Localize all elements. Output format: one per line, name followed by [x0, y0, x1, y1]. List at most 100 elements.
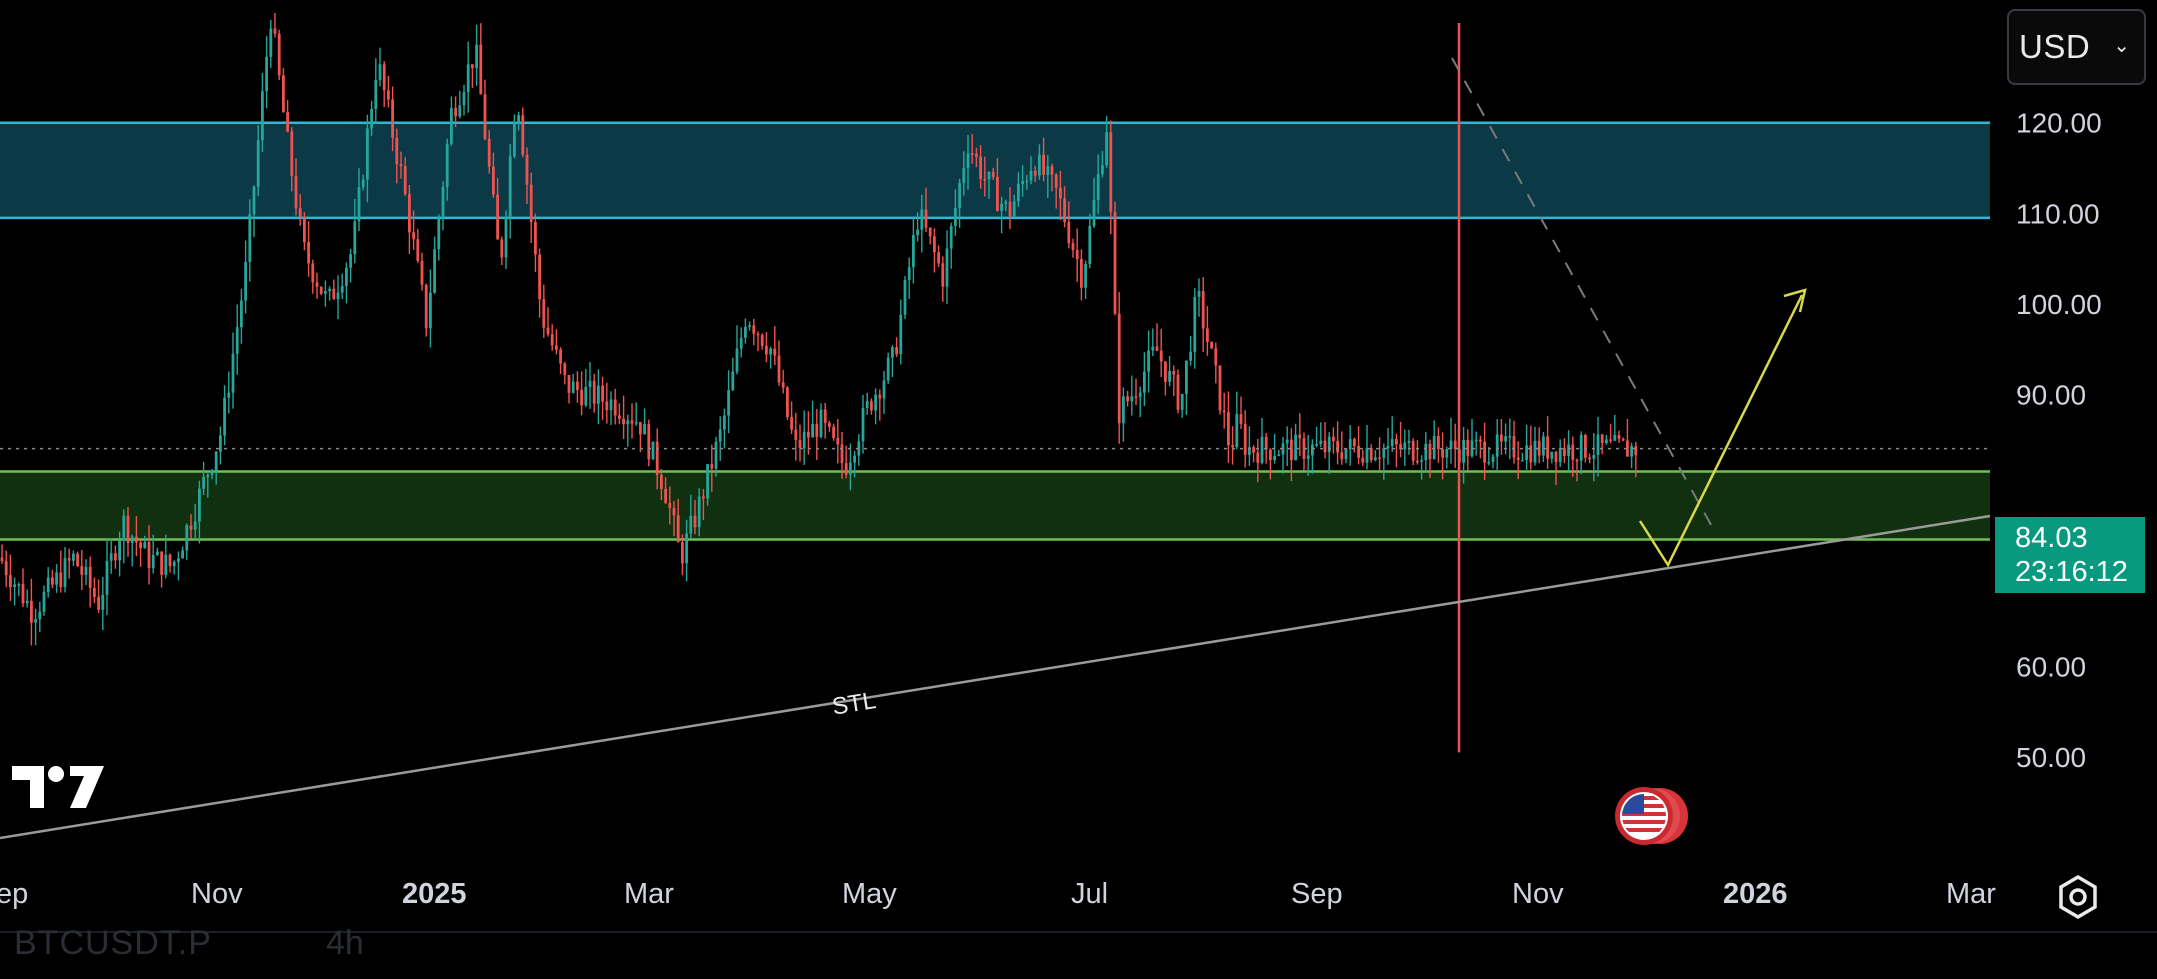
candle-body [185, 525, 189, 551]
candle-body [1096, 174, 1100, 200]
candle-body [1424, 443, 1428, 460]
candle-body [924, 209, 928, 228]
chart-settings-icon[interactable] [2054, 873, 2102, 921]
us-economic-event-icon[interactable] [1610, 783, 1696, 849]
candle-body [1550, 451, 1554, 459]
candle-body [1432, 436, 1436, 460]
candle-body [9, 575, 12, 588]
candle-body [1445, 449, 1449, 458]
candle-body [1558, 448, 1562, 462]
candle-body [1525, 445, 1528, 460]
candle-body [832, 426, 835, 439]
candle-body [1311, 444, 1314, 456]
candle-body [1294, 434, 1297, 461]
candle-body [324, 291, 327, 294]
candle-body [311, 263, 315, 283]
candle-body [1596, 434, 1600, 456]
symbol-label[interactable]: BTCUSDT.P [14, 924, 212, 962]
candle-body [1168, 370, 1171, 382]
candle-body [126, 515, 130, 543]
candle-body [286, 112, 289, 132]
candle-body [979, 156, 982, 180]
candle-body [349, 254, 352, 268]
candle-body [450, 107, 453, 144]
candle-body [1101, 165, 1104, 175]
candle-body [244, 261, 247, 301]
candle-body [118, 540, 121, 561]
candle-body [135, 536, 138, 543]
candle-body [252, 186, 256, 215]
time-axis-label: Sep [1291, 878, 1343, 910]
price-axis-label: 90.00 [2016, 380, 2086, 411]
candle-body [1361, 457, 1365, 463]
candle-body [655, 441, 659, 475]
candle-body [1546, 436, 1549, 459]
candle-body [1033, 170, 1037, 176]
candle-body [1109, 132, 1113, 212]
candle-body [1063, 198, 1066, 223]
price-axis[interactable]: 130.00120.00110.00100.0090.0070.0060.005… [2016, 17, 2102, 773]
candle-body [916, 229, 919, 236]
candle-body [1407, 440, 1411, 443]
candle-body [1264, 436, 1268, 450]
candle-body [555, 345, 558, 350]
tradingview-logo-icon [12, 766, 104, 808]
candle-body [773, 348, 777, 356]
support-zone [0, 471, 1990, 540]
candle-body [710, 464, 714, 469]
candle-body [378, 64, 382, 80]
timeframe-label[interactable]: 4h [326, 924, 364, 962]
candle-body [744, 326, 747, 338]
candle-body [651, 441, 655, 460]
candle-body [739, 337, 743, 349]
descending-dashed-trendline[interactable] [1451, 57, 1716, 533]
candle-body [1067, 222, 1071, 244]
candle-body [248, 214, 252, 262]
time-axis-label: 2026 [1723, 878, 1788, 910]
candle-body [752, 325, 756, 334]
candle-body [1495, 434, 1499, 457]
price-axis-label: 60.00 [2016, 651, 2086, 682]
price-axis-label: 100.00 [2016, 289, 2102, 320]
candle-body [168, 554, 172, 567]
candle-body [895, 347, 898, 355]
trendline-label: STL [830, 687, 878, 721]
candle-body [420, 260, 424, 285]
time-axis-label: Nov [191, 878, 243, 910]
projection-path[interactable] [1638, 294, 1804, 568]
candle-body [1277, 454, 1281, 457]
candle-body [756, 333, 760, 336]
candle-body [1336, 440, 1339, 453]
time-axis[interactable]: ep Nov 2025 Mar May Jul Sep Nov 2026 Mar [0, 878, 2157, 933]
candle-body [1201, 290, 1205, 329]
candle-body [760, 334, 764, 346]
candle-body [1474, 439, 1478, 442]
candle-body [1399, 444, 1402, 450]
candle-body [550, 334, 554, 346]
candle-body [1084, 263, 1087, 288]
resistance-zone [0, 122, 1990, 218]
candle-body [928, 227, 932, 237]
candle-body [601, 385, 604, 402]
candle-body [219, 435, 222, 452]
candle-body [496, 194, 499, 240]
candle-body [1479, 439, 1482, 442]
candle-body [521, 115, 525, 155]
candle-body [1395, 439, 1398, 445]
candle-body [769, 348, 772, 355]
candle-body [30, 600, 33, 623]
candle-body [88, 566, 92, 588]
candle-body [706, 464, 709, 499]
candle-body [1113, 211, 1117, 314]
candle-body [454, 107, 457, 117]
candle-body [1437, 436, 1440, 450]
candle-body [471, 64, 474, 69]
candle-body [17, 584, 21, 586]
candle-body [181, 550, 184, 559]
currency-selector[interactable]: USD ⌄ [2007, 9, 2146, 85]
candle-body [1164, 361, 1167, 382]
support-trendline[interactable] [0, 514, 1991, 840]
candle-body [676, 515, 680, 543]
candle-body [25, 600, 29, 604]
